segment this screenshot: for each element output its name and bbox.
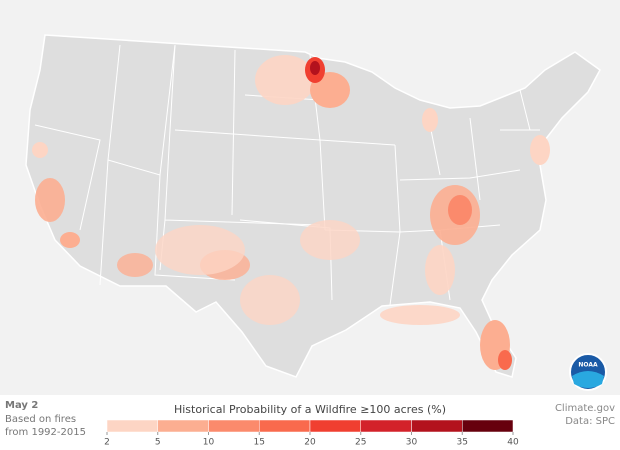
fire-area <box>425 245 455 295</box>
fire-area <box>422 108 438 132</box>
legend-tick-label: 35 <box>457 438 468 448</box>
fire-area <box>32 142 48 158</box>
legend-tick-label: 20 <box>304 438 316 448</box>
fire-area <box>448 195 472 225</box>
fire-area <box>155 225 245 275</box>
legend-swatch <box>360 419 412 433</box>
legend-swatch <box>208 419 260 433</box>
legend-tick-label: 30 <box>406 438 418 448</box>
fire-area <box>310 61 320 75</box>
logo-text: NOAA <box>578 362 598 369</box>
legend-swatch <box>259 419 311 433</box>
legend-tick-label: 10 <box>203 438 215 448</box>
date: May 2 <box>5 400 38 411</box>
credit: Data: SPC <box>565 416 615 427</box>
fire-area <box>300 220 360 260</box>
legend-tick-label: 2 <box>104 438 110 448</box>
fire-area <box>240 275 300 325</box>
logo-wave <box>572 371 604 388</box>
legend-swatch <box>462 419 514 433</box>
legend-swatch <box>106 419 158 433</box>
probability-areas <box>32 55 550 370</box>
note-line: from 1992-2015 <box>5 427 86 438</box>
note-line: Based on fires <box>5 414 76 425</box>
fire-area <box>380 305 460 325</box>
legend-swatch <box>157 419 209 433</box>
legend-tick-label: 25 <box>355 438 366 448</box>
legend-swatch <box>411 419 463 433</box>
legend-tick-label: 5 <box>155 438 161 448</box>
fire-area <box>530 135 550 165</box>
fire-area <box>117 253 153 277</box>
legend: 2 5 10 15 20 25 30 35 40 <box>104 419 519 448</box>
fire-area <box>60 232 80 248</box>
credit: Climate.gov <box>555 403 615 414</box>
legend-tick-label: 40 <box>507 438 519 448</box>
legend-tick-label: 15 <box>254 438 265 448</box>
legend-title: Historical Probability of a Wildfire ≥10… <box>174 403 446 416</box>
fire-area <box>35 178 65 222</box>
fire-area <box>498 350 512 370</box>
noaa-logo: NOAA <box>569 353 607 391</box>
fire-area <box>255 55 315 105</box>
legend-swatch <box>309 419 361 433</box>
map <box>25 34 601 378</box>
